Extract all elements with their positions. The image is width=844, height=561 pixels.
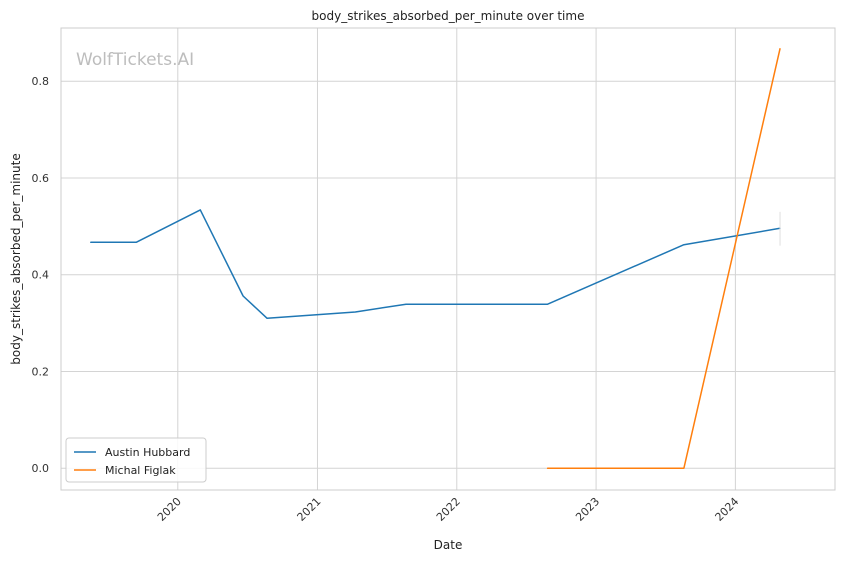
y-tick-label: 0.4 — [32, 269, 50, 282]
plot-area-frame — [60, 27, 836, 491]
legend-label: Austin Hubbard — [105, 446, 190, 459]
y-tick-labels: 0.0 0.2 0.4 0.6 0.8 — [32, 75, 50, 475]
legend: Austin Hubbard Michal Figlak — [65, 437, 207, 483]
y-tick-label: 0.6 — [32, 172, 50, 185]
y-tick-label: 0.0 — [32, 462, 50, 475]
y-tick-label: 0.2 — [32, 365, 50, 378]
legend-box — [65, 437, 207, 483]
watermark-text: WolfTickets.AI — [76, 50, 194, 70]
y-tick-label: 0.8 — [32, 75, 50, 88]
chart-title: body_strikes_absorbed_per_minute over ti… — [312, 9, 585, 23]
legend-label: Michal Figlak — [105, 464, 176, 477]
x-axis-label: Date — [434, 538, 463, 552]
series-line-michal-figlak — [546, 48, 781, 469]
y-axis-label: body_strikes_absorbed_per_minute — [9, 153, 23, 364]
series-layer — [90, 48, 781, 469]
series-line-austin-hubbard — [90, 209, 781, 320]
